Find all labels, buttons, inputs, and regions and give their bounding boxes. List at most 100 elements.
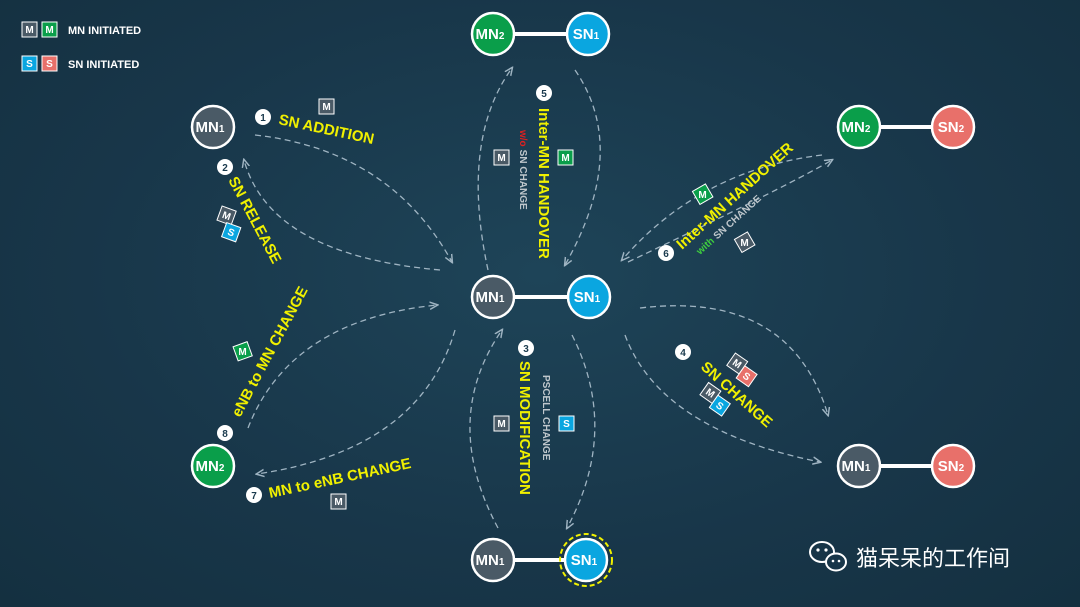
bottom-right-pair: MN1 SN2 <box>836 443 976 489</box>
procedure-5-badge-m-gray <box>493 149 510 166</box>
top-right-sn2-sub: 2 <box>959 124 965 135</box>
bottom-left-mn2-node <box>190 443 236 489</box>
procedure-1-badge-m <box>318 98 335 115</box>
procedure-1: 1 SN ADDITION M <box>255 98 376 148</box>
watermark: 猫呆呆的工作间 <box>809 541 1010 572</box>
bottom-left-mn2-label: MN <box>196 458 219 475</box>
top-mn2-label: MN <box>476 26 499 43</box>
svg-text:MN2: MN2 <box>476 26 505 43</box>
arrow-sn-modification-up <box>469 330 502 529</box>
procedure-2-number-badge <box>217 159 233 175</box>
bottom-right-mn1-label: MN <box>842 458 865 475</box>
svg-text:S: S <box>563 419 570 430</box>
svg-text:MN1: MN1 <box>196 119 225 136</box>
arrow-sn-change-2 <box>624 334 820 462</box>
top-left-mn1-node <box>190 104 236 150</box>
top-right-mn2-node <box>836 104 882 150</box>
procedure-4-number-badge <box>675 344 691 360</box>
top-left-node: MN1 <box>190 104 236 150</box>
svg-text:M: M <box>497 419 505 430</box>
procedure-2-label: SN RELEASE <box>224 174 284 267</box>
procedure-8: 8 eNB to MN CHANGE M <box>217 284 312 441</box>
svg-text:M: M <box>334 497 342 508</box>
bottom-right-mn1-sub: 1 <box>865 463 871 474</box>
procedure-5-sub-prefix: w/o <box>517 129 528 147</box>
bottom-mn1-node <box>470 537 516 583</box>
procedure-6-badge-m-green <box>691 183 714 206</box>
legend-badge-m-gray: M <box>25 25 33 36</box>
procedure-3-label: SN MODIFICATION <box>516 361 533 495</box>
top-sn1-sub: 1 <box>594 31 600 42</box>
bottom-mn1-label: MN <box>476 552 499 569</box>
wechat-icon <box>809 541 847 572</box>
svg-text:M: M <box>497 153 505 164</box>
procedure-3-badge-m <box>493 415 510 432</box>
legend-sn-initiated-label: SN INITIATED <box>68 59 139 71</box>
svg-text:M: M <box>220 210 232 223</box>
bottom-sn1-node <box>563 537 609 583</box>
arrow-inter-mn-ho-down <box>565 69 601 265</box>
bottom-left-mn2-sub: 2 <box>219 463 225 474</box>
top-mn2-node <box>470 11 516 57</box>
bottom-sn1-sub: 1 <box>592 557 598 568</box>
top-sn1-node <box>565 11 611 57</box>
arrow-sn-modification-down <box>567 334 596 528</box>
top-mn2-sub: 2 <box>499 31 505 42</box>
procedure-5-label: Inter-MN HANDOVER <box>535 108 552 259</box>
svg-text:S: S <box>226 227 236 240</box>
bottom-right-sn2-node <box>930 443 976 489</box>
arrow-enb-to-mn <box>247 305 437 429</box>
bottom-right-mn1-node <box>836 443 882 489</box>
procedure-3: 3 SN MODIFICATION PSCELL CHANGE S M <box>493 340 575 495</box>
svg-text:M: M <box>740 238 748 249</box>
svg-text:M: M <box>561 153 569 164</box>
arrows <box>244 68 832 528</box>
procedure-3-sub: PSCELL CHANGE <box>540 375 551 461</box>
top-right-mn2-label: MN <box>842 119 865 136</box>
center-mn1-node <box>470 274 516 320</box>
svg-text:M: M <box>322 102 330 113</box>
svg-text:M: M <box>698 190 706 201</box>
procedure-7-number-badge <box>246 487 262 503</box>
center-pair: MN1 SN1 <box>470 274 612 320</box>
procedure-8-badge-m-green <box>232 341 253 362</box>
procedure-6: 6 Inter-MN HANDOVER withSN CHANGE M M <box>658 139 797 261</box>
top-sn1-label: SN <box>573 26 594 43</box>
bottom-mn1-sub: 1 <box>499 557 505 568</box>
center-sn1-sub: 1 <box>595 294 601 305</box>
bottom-sn1-label: SN <box>571 552 592 569</box>
svg-text:SN1: SN1 <box>573 26 600 43</box>
svg-text:MN2: MN2 <box>196 458 225 475</box>
bottom-sn1-highlight-ring <box>559 533 613 587</box>
procedure-1-number: 1 <box>260 113 266 124</box>
watermark-text: 猫呆呆的工作间 <box>856 547 1010 572</box>
svg-text:w/oSN CHANGE: w/o SN CHANGE <box>517 129 528 210</box>
svg-text:SN1: SN1 <box>571 552 598 569</box>
procedure-3-number: 3 <box>523 344 529 355</box>
legend: M M MN INITIATED S S SN INITIATED <box>21 21 141 72</box>
arrow-mn-to-enb <box>257 329 456 474</box>
svg-text:M: M <box>238 347 246 358</box>
svg-text:SN2: SN2 <box>938 119 965 136</box>
procedure-5-badge-m-green <box>557 149 574 166</box>
svg-text:SN2: SN2 <box>938 458 965 475</box>
procedure-4-number: 4 <box>680 348 686 359</box>
bottom-pair: MN1 SN1 <box>470 533 613 587</box>
top-right-pair: MN 2 SN2 <box>836 104 976 150</box>
svg-text:MN1: MN1 <box>476 289 505 306</box>
top-left-mn1-sub: 1 <box>219 124 225 135</box>
procedure-2-badge-m <box>216 205 237 226</box>
procedure-5: 5 Inter-MN HANDOVER w/o SN CHANGE M M <box>493 85 574 259</box>
procedure-2-badge-s <box>220 221 242 243</box>
arrow-inter-mn-ho-sn-change-1 <box>627 160 832 263</box>
procedure-5-number: 5 <box>541 89 547 100</box>
svg-text:MN1: MN1 <box>842 458 871 475</box>
procedure-1-number-badge <box>255 109 271 125</box>
procedure-6-number-badge <box>658 245 674 261</box>
arrow-sn-addition <box>254 134 452 262</box>
procedure-4-badge-s-red <box>735 365 758 388</box>
bottom-left-node: MN2 <box>190 443 236 489</box>
procedure-6-number: 6 <box>663 249 669 260</box>
top-right-sn2-label: SN <box>938 119 959 136</box>
